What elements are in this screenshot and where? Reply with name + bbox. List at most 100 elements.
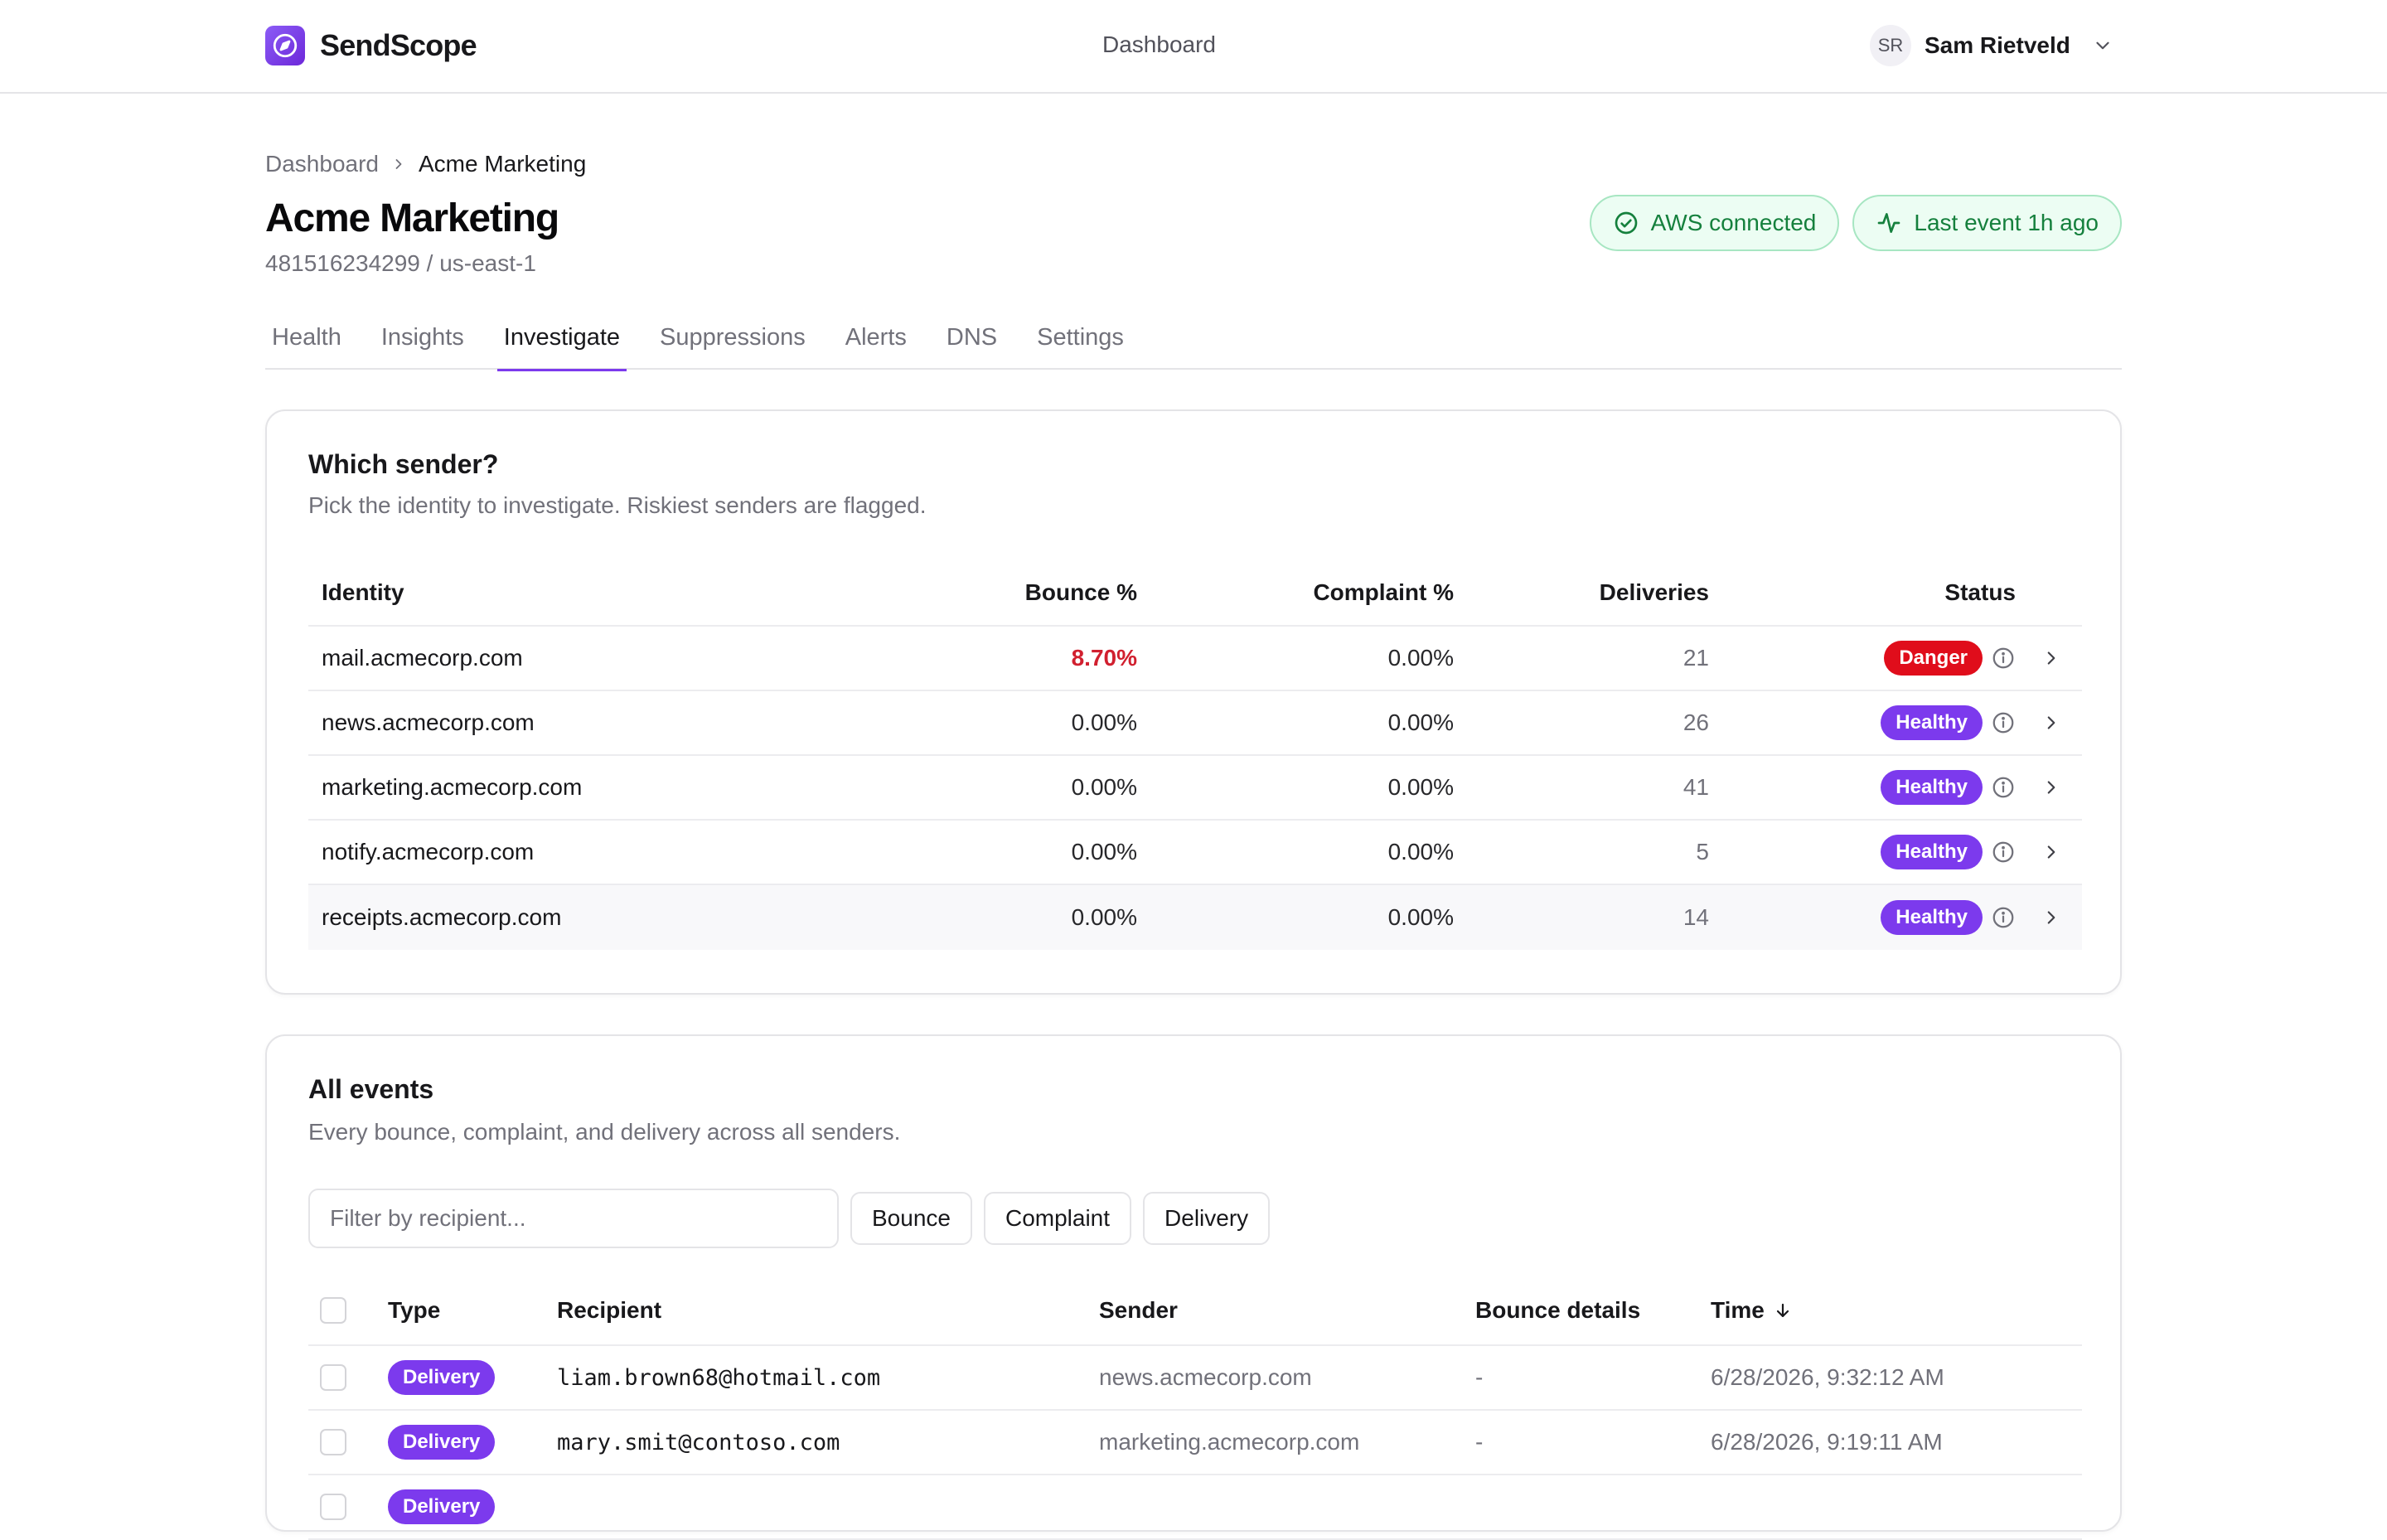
- event-row[interactable]: Delivery mary.smit@contoso.com marketing…: [308, 1411, 2082, 1475]
- sender-complaint: 0.00%: [1387, 904, 1454, 930]
- col-type: Type: [388, 1297, 441, 1323]
- events-table-header: Type Recipient Sender Bounce details Tim…: [308, 1276, 2082, 1346]
- row-checkbox[interactable]: [320, 1364, 346, 1391]
- row-open[interactable]: [2041, 885, 2062, 950]
- row-checkbox[interactable]: [320, 1494, 346, 1520]
- col-status: Status: [1944, 579, 2016, 605]
- sender-identity: marketing.acmecorp.com: [322, 774, 583, 800]
- activity-icon: [1878, 213, 1900, 233]
- sender-identity: notify.acmecorp.com: [322, 839, 535, 864]
- event-recipient: mary.smit@contoso.com: [557, 1429, 840, 1455]
- sender-status: Healthy: [1881, 756, 2016, 819]
- status-badges: AWS connected Last event 1h ago: [1589, 195, 2122, 251]
- sender-status: Healthy: [1881, 821, 2016, 884]
- events-card-title: All events: [308, 1074, 434, 1104]
- avatar: SR: [1870, 25, 1911, 66]
- event-time: 6/28/2026, 9:32:12 AM: [1711, 1364, 1944, 1390]
- sender-bounce: 0.00%: [1071, 904, 1137, 930]
- sender-status: Healthy: [1881, 691, 2016, 754]
- sender-table-header: Identity Bounce % Complaint % Deliveries…: [308, 560, 2082, 627]
- sender-identity: receipts.acmecorp.com: [322, 904, 562, 930]
- chevron-right-icon: [2047, 911, 2055, 924]
- event-type-badge: Delivery: [388, 1425, 496, 1460]
- col-bounce: Bounce %: [1024, 579, 1137, 605]
- sender-row[interactable]: news.acmecorp.com 0.00% 0.00% 26 Healthy: [308, 691, 2082, 756]
- filter-delivery-button[interactable]: Delivery: [1143, 1192, 1271, 1245]
- info-icon[interactable]: [1991, 840, 2016, 864]
- tab-alerts[interactable]: Alerts: [845, 324, 907, 351]
- info-icon[interactable]: [1991, 710, 2016, 735]
- event-row[interactable]: Delivery liam.brown68@hotmail.com news.a…: [308, 1346, 2082, 1411]
- row-select-cell: [320, 1411, 346, 1474]
- tab-health[interactable]: Health: [272, 324, 341, 351]
- row-open[interactable]: [2041, 756, 2062, 819]
- last-event-badge: Last event 1h ago: [1852, 195, 2122, 251]
- event-type: Delivery: [388, 1346, 496, 1409]
- event-type: Delivery: [388, 1475, 496, 1538]
- breadcrumb: Dashboard Acme Marketing: [265, 151, 586, 177]
- info-icon[interactable]: [1991, 905, 2016, 930]
- event-sender: news.acmecorp.com: [1099, 1364, 1312, 1390]
- sender-bounce: 8.70%: [1071, 645, 1137, 671]
- sender-row[interactable]: marketing.acmecorp.com 0.00% 0.00% 41 He…: [308, 756, 2082, 821]
- status-badge: Danger: [1884, 641, 1983, 676]
- sender-status: Healthy: [1881, 885, 2016, 950]
- status-badge: Healthy: [1881, 900, 1983, 935]
- tab-insights[interactable]: Insights: [380, 324, 464, 351]
- col-bounce-details: Bounce details: [1475, 1297, 1641, 1323]
- sender-complaint: 0.00%: [1387, 709, 1454, 735]
- last-event-label: Last event 1h ago: [1914, 210, 2099, 235]
- row-open[interactable]: [2041, 821, 2062, 884]
- row-select-cell: [320, 1346, 346, 1409]
- user-name: Sam Rietveld: [1925, 32, 2070, 58]
- check-circle-icon: [1615, 211, 1637, 235]
- sender-row[interactable]: notify.acmecorp.com 0.00% 0.00% 5 Health…: [308, 821, 2082, 885]
- brand-name: SendScope: [320, 28, 477, 62]
- info-icon[interactable]: [1991, 646, 2016, 671]
- status-badge: Healthy: [1881, 835, 1983, 869]
- sender-deliveries: 14: [1683, 904, 1709, 930]
- sender-complaint: 0.00%: [1387, 774, 1454, 800]
- event-time: 6/28/2026, 9:19:11 AM: [1711, 1429, 1943, 1455]
- chevron-right-icon: [2047, 716, 2055, 729]
- sender-bounce: 0.00%: [1071, 774, 1137, 800]
- nav-dashboard-link[interactable]: Dashboard: [1102, 31, 1216, 57]
- event-row[interactable]: Delivery: [308, 1475, 2082, 1540]
- filter-complaint-button[interactable]: Complaint: [983, 1192, 1132, 1245]
- filter-bounce-button[interactable]: Bounce: [850, 1192, 972, 1245]
- events-filters: Bounce Complaint Delivery: [308, 1189, 1271, 1248]
- breadcrumb-current: Acme Marketing: [418, 151, 587, 177]
- row-open[interactable]: [2041, 691, 2062, 754]
- recipient-filter-input[interactable]: [308, 1189, 839, 1248]
- sender-complaint: 0.00%: [1387, 839, 1454, 864]
- col-sender: Sender: [1099, 1297, 1178, 1323]
- row-checkbox[interactable]: [320, 1429, 346, 1455]
- sender-card-title: Which sender?: [308, 449, 499, 479]
- tab-dns[interactable]: DNS: [946, 324, 998, 351]
- info-icon[interactable]: [1991, 775, 2016, 800]
- tab-investigate[interactable]: Investigate: [496, 318, 627, 371]
- col-recipient: Recipient: [557, 1297, 662, 1323]
- sender-deliveries: 41: [1683, 774, 1709, 800]
- sender-identity: mail.acmecorp.com: [322, 645, 523, 671]
- events-card-description: Every bounce, complaint, and delivery ac…: [308, 1119, 901, 1145]
- breadcrumb-dashboard-link[interactable]: Dashboard: [265, 151, 379, 177]
- chevron-right-icon: [2047, 845, 2055, 859]
- status-badge: Healthy: [1881, 770, 1983, 805]
- select-all-checkbox[interactable]: [320, 1297, 346, 1324]
- tab-suppressions[interactable]: Suppressions: [660, 324, 806, 351]
- tab-settings[interactable]: Settings: [1037, 324, 1124, 351]
- sender-complaint: 0.00%: [1387, 645, 1454, 671]
- sender-row[interactable]: mail.acmecorp.com 8.70% 0.00% 21 Danger: [308, 627, 2082, 691]
- col-time-sort[interactable]: Time: [1711, 1276, 1793, 1344]
- sender-card: Which sender? Pick the identity to inves…: [265, 409, 2122, 995]
- arrow-down-icon: [1776, 1303, 1789, 1318]
- sender-deliveries: 5: [1696, 839, 1709, 864]
- brand[interactable]: SendScope: [265, 26, 477, 65]
- user-menu[interactable]: SR Sam Rietveld: [1870, 25, 2113, 66]
- sender-status: Danger: [1884, 627, 2016, 690]
- compass-logo-icon: [265, 26, 305, 65]
- row-open[interactable]: [2041, 627, 2062, 690]
- chevron-right-icon: [395, 159, 402, 169]
- sender-row[interactable]: receipts.acmecorp.com 0.00% 0.00% 14 Hea…: [308, 885, 2082, 950]
